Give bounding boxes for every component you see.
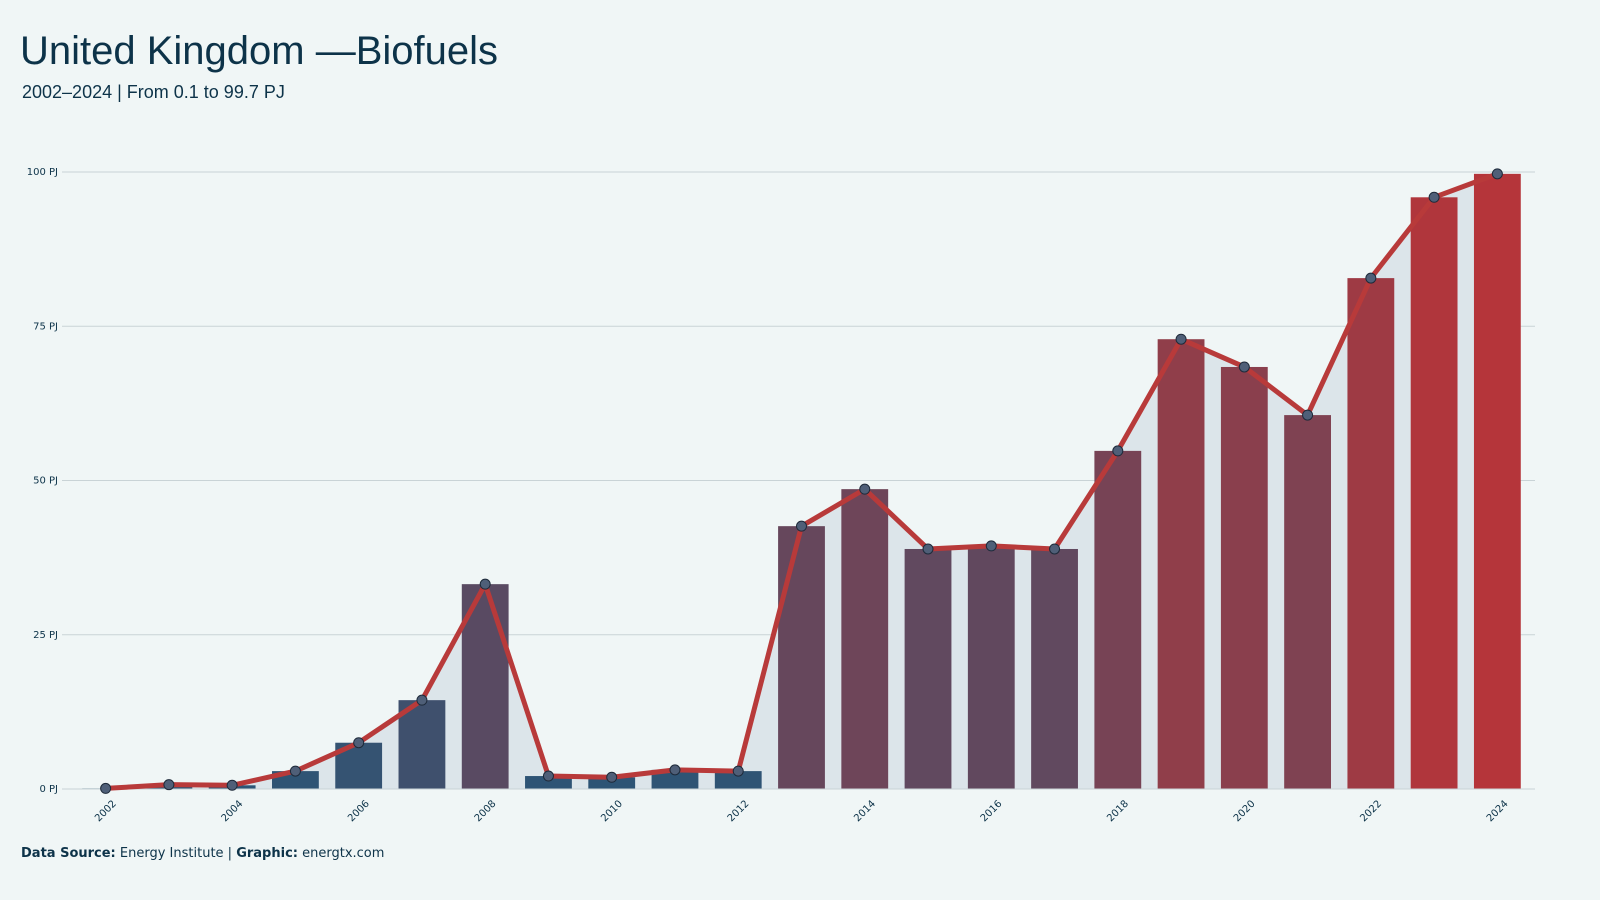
bar [651,769,699,789]
marker [922,543,934,555]
bar [1410,197,1458,789]
bar [461,584,509,789]
marker [732,765,744,777]
marker [100,782,112,794]
bar [904,548,952,789]
footer-source-label: Data Source: [21,846,116,861]
marker [1112,445,1124,457]
marker [542,770,554,782]
bar [967,545,1015,789]
footer: Data Source: Energy Institute | Graphic:… [21,846,384,861]
marker [1428,191,1440,203]
marker [353,737,365,749]
bar [588,777,636,789]
marker [1049,543,1061,555]
bar [1284,415,1331,789]
marker [226,779,238,791]
marker [859,483,871,495]
marker [1491,168,1503,180]
bar [1220,366,1268,789]
marker [1365,272,1377,284]
bar [778,526,825,789]
bar [841,489,889,789]
marker [1302,409,1314,421]
marker [606,771,618,783]
bar [714,771,762,789]
area [105,173,1498,789]
y-tick-label: 100 PJ [27,167,58,178]
marker [289,765,301,777]
marker [479,578,491,590]
bar [1157,339,1205,789]
footer-graphic: energtx.com [302,846,384,861]
marker [669,764,681,776]
bar [1094,450,1142,789]
bar [398,700,446,789]
bar [525,776,572,789]
chart-subtitle: 2002–2024 | From 0.1 to 99.7 PJ [22,82,285,102]
chart-title: United Kingdom —Biofuels [20,29,498,73]
marker [796,520,807,532]
marker [1175,333,1187,345]
footer-source: Energy Institute | [120,846,232,861]
y-tick-label: 75 PJ [33,321,58,332]
marker [1238,361,1250,373]
marker [416,694,428,706]
y-tick-label: 25 PJ [33,630,58,641]
bar [1473,173,1521,789]
bar [1031,548,1078,789]
footer-graphic-label: Graphic: [236,846,298,861]
y-tick-label: 50 PJ [33,476,58,487]
y-tick-label: 0 PJ [39,784,58,795]
marker [163,779,175,791]
bar [1347,278,1395,789]
marker [985,540,997,552]
